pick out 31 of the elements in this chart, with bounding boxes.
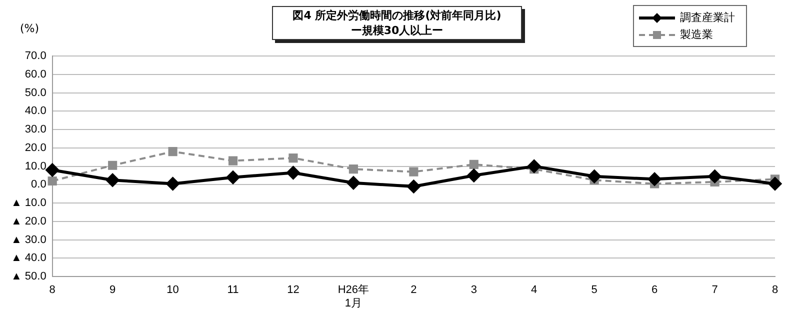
x-tick-label: 2 xyxy=(410,284,417,296)
x-tick-label: 4 xyxy=(531,284,538,296)
x-tick-label: 11 xyxy=(227,284,239,296)
x-tick-label: H26年 1月 xyxy=(338,284,370,310)
x-tick-label: 10 xyxy=(166,284,179,296)
x-tick-label: 12 xyxy=(287,284,300,296)
y-tick-label: 30.0 xyxy=(24,124,46,136)
y-tick-label: 10.0 xyxy=(24,160,46,172)
x-tick-label: 3 xyxy=(470,284,477,296)
y-tick-label: 0.0 xyxy=(31,178,46,191)
y-tick-label: ▲ 10.0 xyxy=(10,197,46,210)
chart-title: 図4 所定外労働時間の推移(対前年同月比) xyxy=(292,8,502,23)
legend-label: 調査産業計 xyxy=(680,10,735,25)
chart-subtitle: ー規模30人以上ー xyxy=(350,23,444,38)
x-tick-label: 5 xyxy=(591,284,598,296)
x-tick-label: 8 xyxy=(49,284,56,296)
y-tick-label: ▲ 30.0 xyxy=(10,234,46,246)
y-tick-label: 70.0 xyxy=(24,50,46,62)
y-tick-label: 50.0 xyxy=(24,86,46,99)
y-tick-label: 40.0 xyxy=(24,105,46,118)
y-tick-label: 60.0 xyxy=(24,68,46,80)
y-tick-label: ▲ 50.0 xyxy=(10,270,46,283)
y-axis-title: (%) xyxy=(20,22,40,35)
x-tick-label: 7 xyxy=(712,284,718,296)
y-tick-label: ▲ 20.0 xyxy=(10,215,46,228)
legend-label: 製造業 xyxy=(680,27,713,42)
x-tick-label: 6 xyxy=(651,284,658,296)
x-tick-label: 9 xyxy=(110,284,116,296)
y-tick-label: ▲ 40.0 xyxy=(10,252,46,264)
y-tick-label: 20.0 xyxy=(24,142,46,154)
x-tick-label: 8 xyxy=(772,284,778,296)
